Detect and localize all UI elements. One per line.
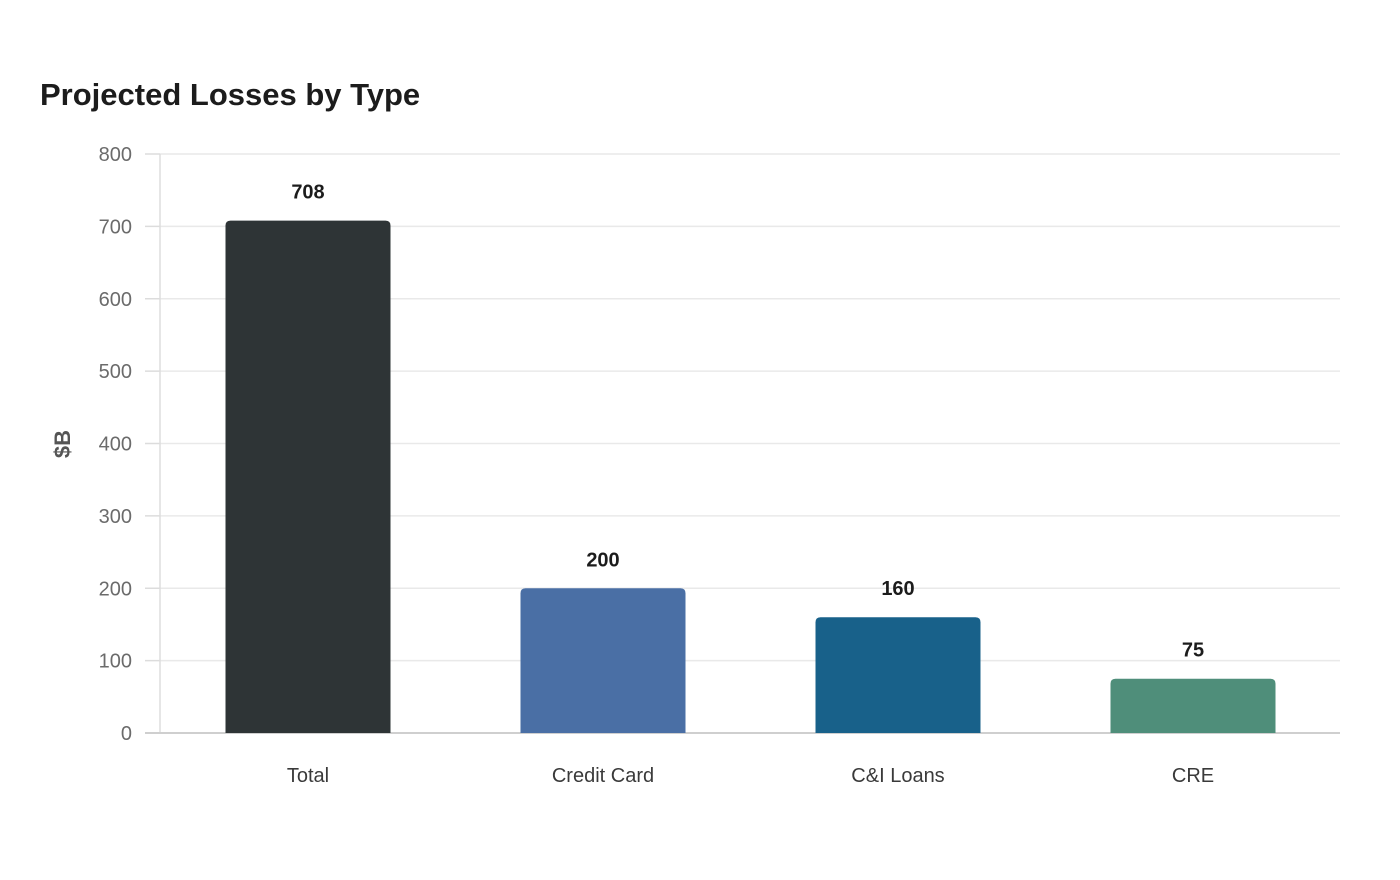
y-tick-label: 600: [99, 289, 132, 311]
data-label: 200: [586, 549, 619, 571]
y-tick-label: 700: [99, 216, 132, 238]
chart-title: Projected Losses by Type: [40, 77, 421, 112]
y-tick-label: 800: [99, 144, 132, 166]
x-tick-label: C&I Loans: [851, 765, 944, 787]
x-tick-label: Total: [287, 765, 329, 787]
y-tick-label: 200: [99, 578, 132, 600]
y-axis-title: $B: [50, 430, 75, 458]
bars: [225, 220, 1276, 733]
y-tick-label: 100: [99, 651, 132, 673]
y-tick-label: 400: [99, 434, 132, 456]
data-label: 160: [881, 578, 914, 600]
x-tick-label: CRE: [1172, 765, 1214, 787]
bar-credit-card: [520, 588, 686, 733]
bar-c-i-loans: [815, 617, 981, 733]
bar-cre: [1110, 678, 1276, 733]
y-tick-label: 300: [99, 506, 132, 528]
y-tick-label: 0: [121, 723, 132, 745]
y-tick-label: 500: [99, 361, 132, 383]
x-tick-label: Credit Card: [552, 765, 654, 787]
bar-total: [225, 220, 391, 733]
data-label: 75: [1182, 640, 1204, 662]
data-label: 708: [291, 182, 324, 204]
labels: 0 100 200 300 400 500 600 700 800 708 Total 200 Cred…: [99, 144, 1214, 787]
